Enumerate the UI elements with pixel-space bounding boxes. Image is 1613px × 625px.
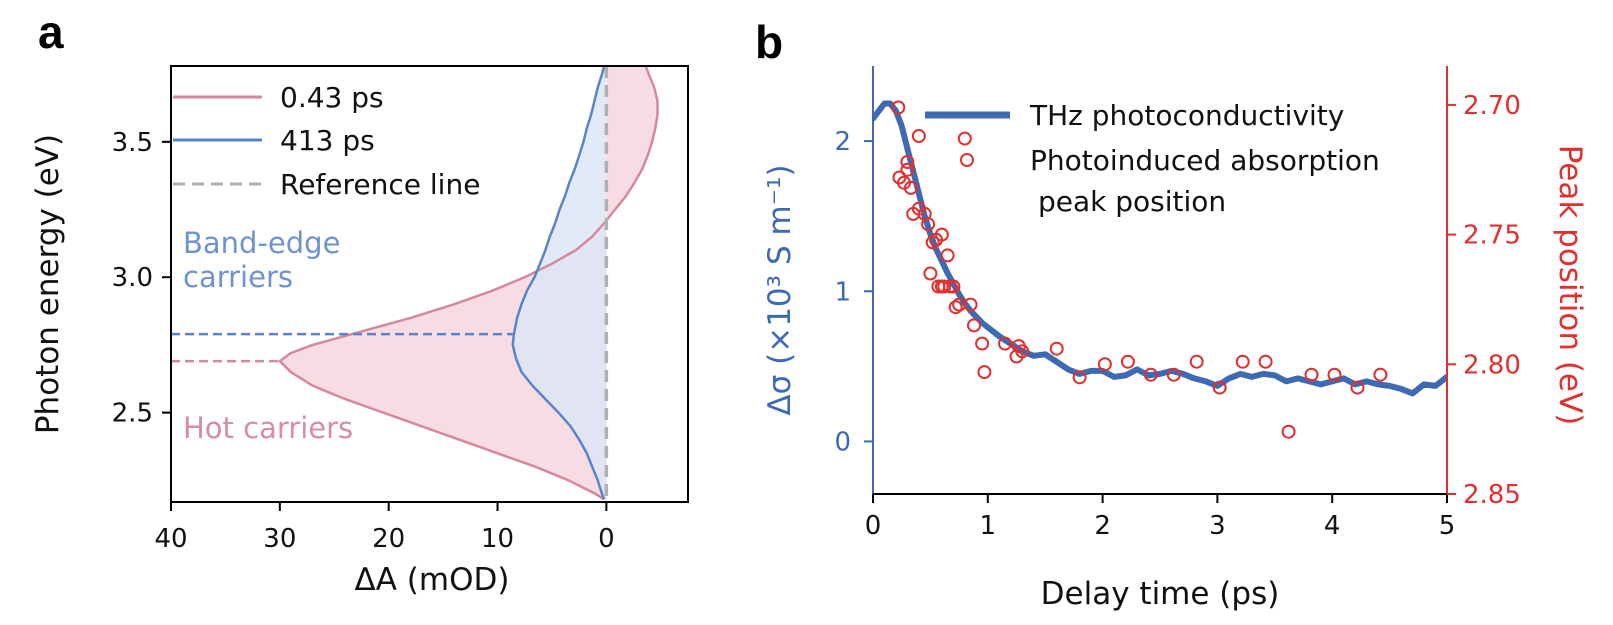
right-tick-label: 2.70: [1463, 91, 1521, 121]
data-point-peak-position: [1120, 354, 1135, 369]
data-point-peak-position: [1189, 354, 1204, 369]
data-point-peak-position: [1350, 380, 1365, 395]
data-point-peak-position: [900, 162, 915, 177]
data-point-peak-position: [998, 336, 1012, 351]
data-point-peak-position: [923, 266, 938, 281]
panel-b-left-axis-label: Δσ (×10³ S m⁻¹): [762, 164, 798, 415]
panel-b-x-axis: 0 1 2 3 4 5: [865, 494, 1456, 541]
annotation-hot-carriers: Hot carriers: [183, 411, 353, 445]
panel-letter-b: b: [755, 16, 783, 68]
series-fill-413ps: [512, 66, 607, 500]
panel-b-x-axis-label: Delay time (ps): [1041, 576, 1280, 612]
data-point-peak-position: [921, 217, 936, 232]
data-point-peak-position: [948, 300, 963, 315]
panel-a-y-axis: 2.5 3.0 3.5: [112, 128, 171, 429]
legend-label-413ps: 413 ps: [280, 124, 375, 157]
x-tick-label: 3: [1209, 511, 1226, 541]
right-tick-label: 2.75: [1463, 221, 1521, 251]
data-point-peak-position: [1049, 341, 1064, 356]
data-point-peak-position: [1166, 367, 1181, 382]
legend-label-043ps: 0.43 ps: [280, 81, 384, 114]
panel-a-plot: [171, 66, 659, 502]
panel-letter-a: a: [38, 6, 64, 58]
legend-swatch-peak: [960, 153, 974, 167]
data-point-peak-position: [963, 297, 978, 312]
data-point-peak-position: [1327, 367, 1342, 382]
data-point-peak-position: [1235, 354, 1250, 369]
panel-a-frame: [170, 65, 689, 503]
panel-a-x-axis-label: ΔA (mOD): [355, 562, 510, 598]
data-point-peak-position: [977, 365, 992, 380]
data-point-peak-position: [1072, 370, 1087, 385]
data-point-peak-position: [975, 336, 990, 351]
panel-a-y-axis-label: Photon energy (eV): [30, 134, 66, 434]
data-point-peak-position: [1097, 357, 1112, 372]
x-tick-label: 40: [154, 524, 187, 554]
data-point-peak-position: [1212, 380, 1227, 395]
left-tick-label: 0: [834, 427, 851, 457]
data-point-peak-position: [1304, 367, 1319, 382]
legend-label-peak-line1: Photoinduced absorption: [1030, 144, 1380, 177]
legend-label-peak-line2: peak position: [1038, 185, 1226, 218]
x-tick-label: 5: [1439, 511, 1456, 541]
left-tick-label: 1: [834, 277, 851, 307]
data-point-peak-position: [903, 180, 918, 195]
series-line-043ps: [277, 66, 659, 501]
x-tick-label: 20: [372, 524, 405, 554]
panel-b-right-axis-label: Peak position (eV): [1552, 145, 1588, 426]
x-tick-label: 1: [980, 511, 997, 541]
data-point-peak-position: [946, 279, 961, 294]
data-point-peak-position: [940, 248, 955, 263]
data-point-peak-position: [925, 235, 940, 250]
data-point-peak-position: [911, 129, 926, 143]
data-point-peak-position: [957, 131, 972, 146]
x-tick-label: 4: [1324, 511, 1341, 541]
panel-b-right-ticks: 2.70 2.75 2.80 2.85: [1447, 91, 1521, 510]
x-tick-label: 10: [481, 524, 514, 554]
data-point-peak-position: [1143, 367, 1158, 382]
data-point-peak-position: [934, 227, 949, 242]
y-tick-label: 3.0: [112, 263, 153, 293]
data-point-peak-position: [1373, 367, 1388, 382]
y-tick-label: 2.5: [112, 399, 153, 429]
right-tick-label: 2.80: [1463, 350, 1521, 380]
panel-b-left-ticks: 0 1 2: [834, 127, 873, 457]
y-tick-label: 3.5: [112, 128, 153, 158]
series-line-413ps: [511, 66, 606, 500]
left-tick-label: 2: [834, 127, 851, 157]
x-tick-label: 30: [263, 524, 296, 554]
panel-b-plot: [873, 100, 1447, 439]
data-point-peak-position: [1258, 354, 1273, 369]
legend-label-reference: Reference line: [280, 168, 480, 201]
legend-label-thz: THz photoconductivity: [1029, 99, 1344, 132]
panel-a-legend: 0.43 ps 413 ps Reference line: [173, 81, 480, 201]
data-point-peak-position: [891, 100, 906, 115]
data-point-peak-position: [900, 155, 915, 169]
data-point-peak-position: [1281, 424, 1296, 439]
right-tick-label: 2.85: [1463, 480, 1521, 510]
x-tick-label: 2: [1094, 511, 1111, 541]
data-point-peak-position: [1015, 344, 1030, 359]
data-point-peak-position: [967, 318, 981, 333]
panel-a-x-axis: 40 30 20 10 0: [154, 502, 615, 554]
x-tick-label: 0: [598, 524, 615, 554]
x-tick-label: 0: [865, 511, 882, 541]
annotation-band-edge: Band-edge: [183, 226, 340, 260]
annotation-carriers: carriers: [183, 260, 293, 294]
panel-b-legend: THz photoconductivity Photoinduced absor…: [925, 99, 1380, 218]
data-point-peak-position: [937, 279, 952, 294]
